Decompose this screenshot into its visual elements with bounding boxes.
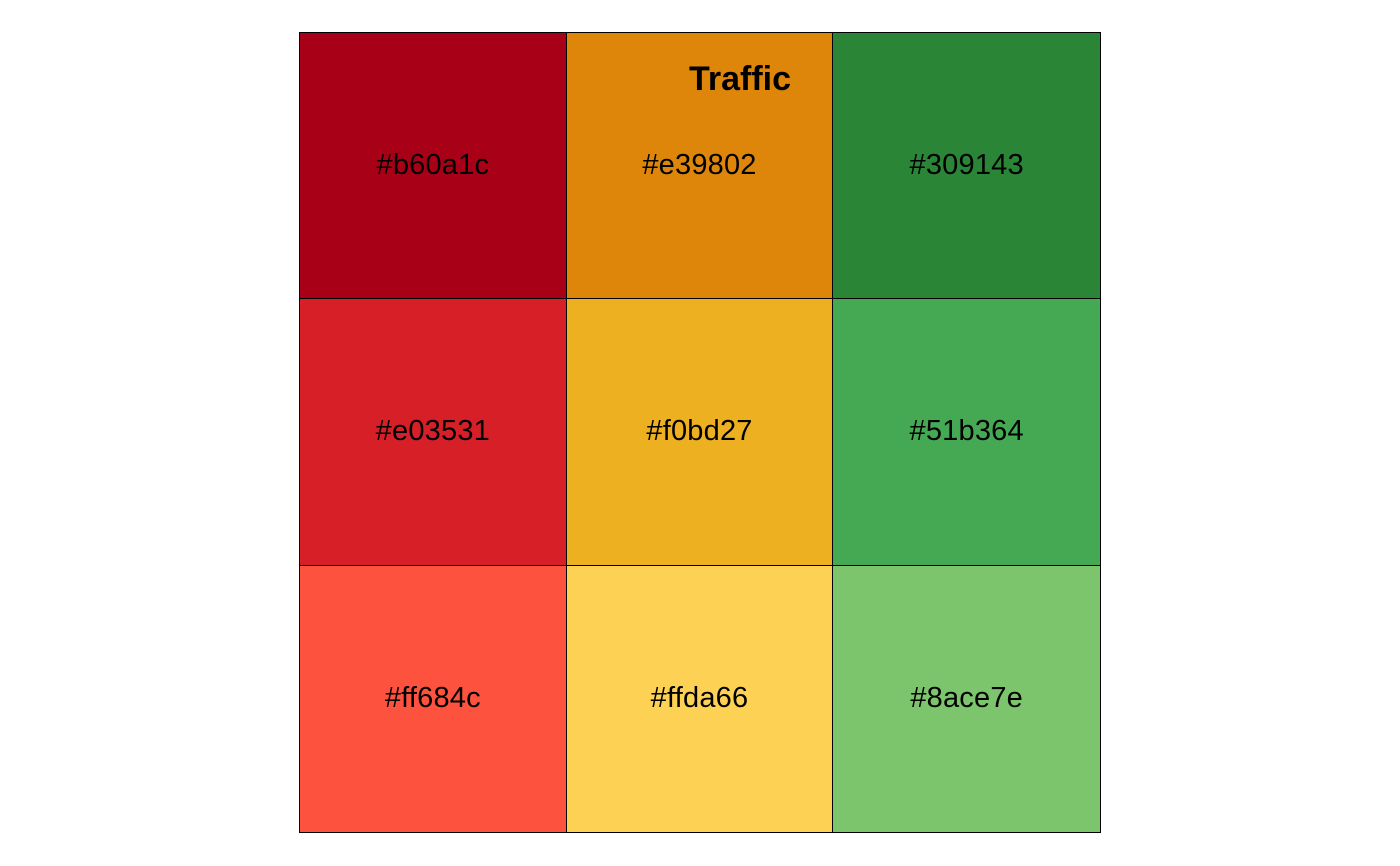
swatch-2: #e39802 [566, 33, 834, 300]
swatch-9: #8ace7e [833, 565, 1100, 832]
swatch-4: #e03531 [300, 299, 567, 566]
swatch-6: #51b364 [833, 299, 1100, 566]
swatch-label: #ffda66 [650, 682, 749, 715]
swatch-5: #f0bd27 [566, 299, 834, 566]
palette-grid: #b60a1c #e39802 #309143 #e03531 #f0bd27 … [299, 32, 1101, 833]
swatch-7: #ff684c [300, 565, 567, 832]
swatch-label: #8ace7e [910, 682, 1023, 715]
swatch-label: #ff684c [384, 682, 481, 715]
swatch-label: #e39802 [642, 149, 757, 182]
swatch-label: #b60a1c [376, 149, 490, 182]
swatch-label: #309143 [909, 149, 1024, 182]
swatch-label: #51b364 [909, 415, 1024, 448]
swatch-8: #ffda66 [566, 565, 834, 832]
swatch-1: #b60a1c [300, 33, 567, 300]
swatch-label: #e03531 [375, 415, 490, 448]
swatch-3: #309143 [833, 33, 1100, 300]
swatch-label: #f0bd27 [646, 415, 753, 448]
